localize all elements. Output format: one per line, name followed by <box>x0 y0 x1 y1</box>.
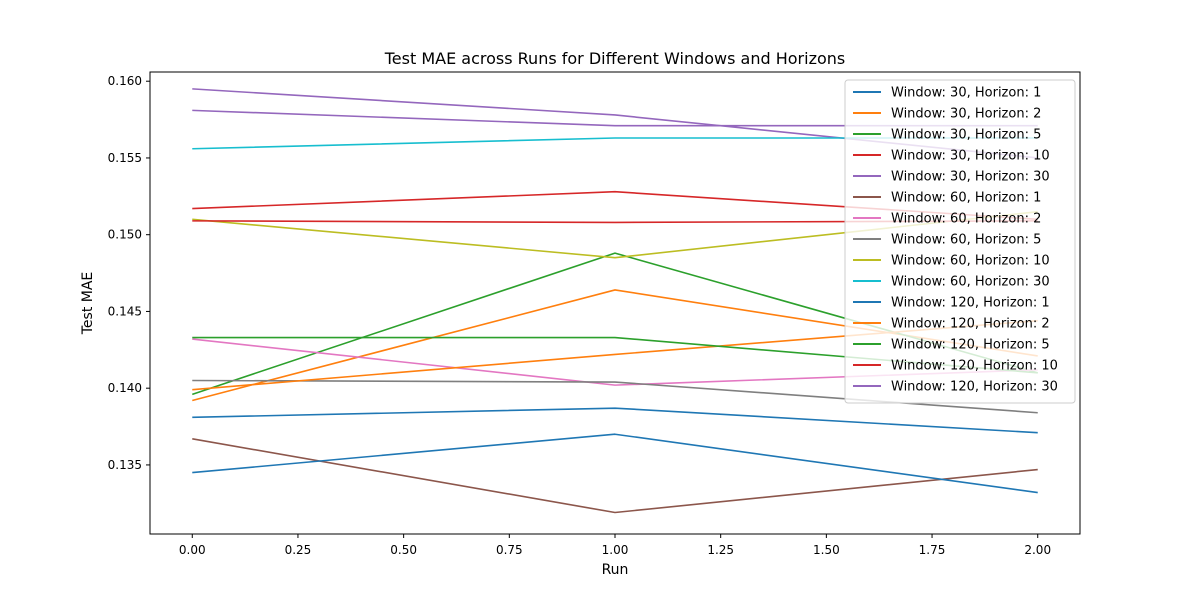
y-tick-label: 0.135 <box>108 458 142 472</box>
y-tick-label: 0.150 <box>108 228 142 242</box>
y-tick-label: 0.145 <box>108 304 142 318</box>
legend-entry: Window: 30, Horizon: 10 <box>891 149 1050 164</box>
x-tick-label: 1.75 <box>919 543 946 557</box>
x-tick-label: 1.25 <box>707 543 734 557</box>
series-line-10 <box>192 433 1038 494</box>
x-tick-label: 0.00 <box>179 543 206 557</box>
series-line-5 <box>192 438 1038 514</box>
x-tick-label: 2.00 <box>1024 543 1051 557</box>
legend-entry: Window: 120, Horizon: 30 <box>891 380 1058 395</box>
x-tick-label: 0.50 <box>390 543 417 557</box>
legend-entry: Window: 60, Horizon: 30 <box>891 275 1050 290</box>
legend-entry: Window: 60, Horizon: 5 <box>891 233 1041 248</box>
chart-title: Test MAE across Runs for Different Windo… <box>384 49 846 68</box>
x-tick-label: 1.50 <box>813 543 840 557</box>
legend-entry: Window: 60, Horizon: 1 <box>891 191 1041 206</box>
legend-entry: Window: 120, Horizon: 2 <box>891 317 1050 332</box>
legend-entry: Window: 30, Horizon: 30 <box>891 170 1050 185</box>
legend-entry: Window: 60, Horizon: 10 <box>891 254 1050 269</box>
y-tick-label: 0.160 <box>108 74 142 88</box>
legend-entry: Window: 30, Horizon: 2 <box>891 107 1041 122</box>
x-axis-label: Run <box>602 562 629 578</box>
legend-entry: Window: 30, Horizon: 1 <box>891 86 1041 101</box>
y-tick-label: 0.155 <box>108 151 142 165</box>
legend-entry: Window: 30, Horizon: 5 <box>891 128 1041 143</box>
legend-entry: Window: 120, Horizon: 1 <box>891 296 1050 311</box>
legend-entry: Window: 120, Horizon: 10 <box>891 359 1058 374</box>
x-tick-label: 0.75 <box>496 543 523 557</box>
legend-entry: Window: 120, Horizon: 5 <box>891 338 1050 353</box>
series-line-0 <box>192 407 1038 434</box>
x-tick-label: 1.00 <box>602 543 629 557</box>
x-tick-label: 0.25 <box>285 543 312 557</box>
y-axis-label: Test MAE <box>80 272 96 336</box>
y-tick-label: 0.140 <box>108 381 142 395</box>
legend: Window: 30, Horizon: 1 Window: 30, Horizo… <box>844 79 1076 404</box>
plot-frame <box>149 71 1081 535</box>
legend-box <box>844 79 1076 404</box>
legend-entry: Window: 60, Horizon: 2 <box>891 212 1041 227</box>
